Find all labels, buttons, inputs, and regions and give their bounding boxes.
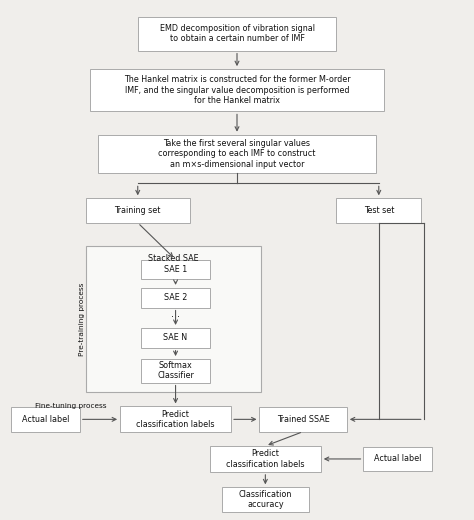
FancyBboxPatch shape <box>141 328 210 348</box>
FancyBboxPatch shape <box>364 447 432 471</box>
Text: Classification
accuracy: Classification accuracy <box>239 490 292 509</box>
Text: Predict
classification labels: Predict classification labels <box>137 410 215 429</box>
FancyBboxPatch shape <box>141 288 210 308</box>
Text: Stacked SAE: Stacked SAE <box>148 254 199 263</box>
FancyBboxPatch shape <box>86 246 261 392</box>
Text: Test set: Test set <box>364 206 394 215</box>
Text: SAE 2: SAE 2 <box>164 293 187 302</box>
FancyBboxPatch shape <box>141 359 210 383</box>
FancyBboxPatch shape <box>98 135 376 173</box>
Text: Fine-tuning process: Fine-tuning process <box>35 403 106 409</box>
FancyBboxPatch shape <box>259 407 347 432</box>
Text: Trained SSAE: Trained SSAE <box>277 415 329 424</box>
Text: SAE N: SAE N <box>164 333 188 342</box>
Text: Training set: Training set <box>115 206 161 215</box>
Text: Pre-training process: Pre-training process <box>80 282 85 356</box>
FancyBboxPatch shape <box>210 446 321 472</box>
FancyBboxPatch shape <box>120 407 231 432</box>
Text: Softmax
Classifier: Softmax Classifier <box>157 361 194 381</box>
FancyBboxPatch shape <box>141 259 210 279</box>
Text: Actual label: Actual label <box>374 454 421 463</box>
Text: The Hankel matrix is constructed for the former M-order
IMF, and the singular va: The Hankel matrix is constructed for the… <box>124 75 350 105</box>
FancyBboxPatch shape <box>86 198 190 223</box>
Text: Actual label: Actual label <box>22 415 69 424</box>
Text: Predict
classification labels: Predict classification labels <box>226 449 305 469</box>
Text: Take the first several singular values
corresponding to each IMF to construct
an: Take the first several singular values c… <box>158 139 316 169</box>
Text: EMD decomposition of vibration signal
to obtain a certain number of IMF: EMD decomposition of vibration signal to… <box>159 24 315 43</box>
Text: SAE 1: SAE 1 <box>164 265 187 274</box>
FancyBboxPatch shape <box>11 407 80 432</box>
FancyBboxPatch shape <box>91 69 383 111</box>
FancyBboxPatch shape <box>222 487 309 512</box>
FancyBboxPatch shape <box>138 17 336 50</box>
FancyBboxPatch shape <box>336 198 421 223</box>
Text: ...: ... <box>171 309 180 319</box>
